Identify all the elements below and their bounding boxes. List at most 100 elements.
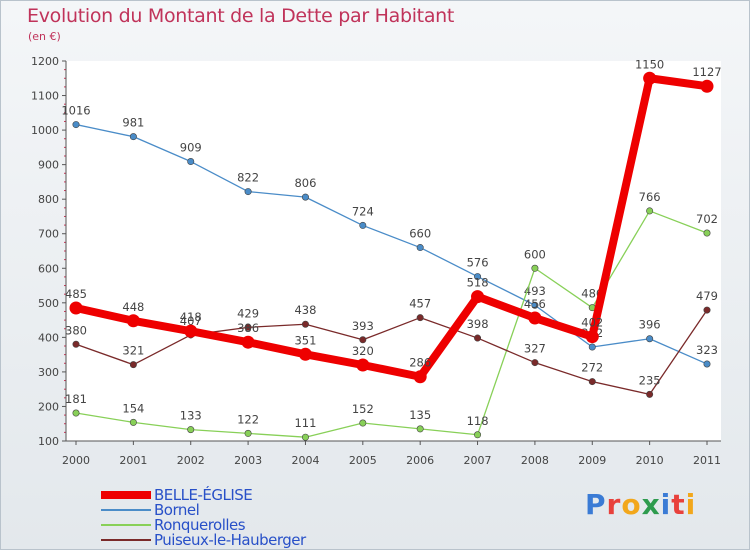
data-label: 485	[65, 287, 87, 301]
x-tick-label: 2006	[406, 454, 434, 467]
data-point	[129, 361, 137, 369]
data-label: 380	[65, 323, 87, 337]
data-label: 518	[467, 276, 489, 290]
y-tick-label: 300	[38, 366, 59, 379]
data-label: 393	[352, 319, 374, 333]
data-point	[585, 330, 599, 344]
data-point	[416, 314, 424, 322]
y-tick-label: 400	[38, 331, 59, 344]
proxiti-logo: Proxiti	[585, 488, 696, 521]
data-point	[531, 264, 539, 272]
data-point	[474, 431, 482, 439]
logo-letter: r	[606, 488, 622, 521]
data-point	[187, 158, 195, 166]
data-label: 122	[237, 412, 259, 426]
legend-label: Puiseux-le-Hauberger	[154, 531, 306, 549]
y-tick-label: 1100	[31, 90, 59, 103]
x-tick-label: 2011	[693, 454, 721, 467]
data-point	[413, 370, 427, 384]
data-label: 133	[180, 409, 202, 423]
data-label: 181	[65, 392, 87, 406]
data-label: 438	[294, 303, 316, 317]
legend-swatch	[101, 491, 151, 499]
data-label: 402	[581, 316, 603, 330]
series-line-3	[75, 309, 708, 396]
y-tick-label: 700	[38, 228, 59, 241]
data-point	[703, 360, 711, 368]
data-point	[359, 221, 367, 229]
data-point	[359, 419, 367, 427]
data-label: 429	[237, 306, 259, 320]
y-tick-label: 200	[38, 400, 59, 413]
x-tick-label: 2009	[578, 454, 606, 467]
data-label: 154	[122, 401, 144, 415]
data-label: 398	[467, 317, 489, 331]
x-tick-label: 2003	[234, 454, 262, 467]
series-line-1	[75, 123, 708, 365]
data-point	[129, 418, 137, 426]
data-label: 407	[180, 314, 202, 328]
x-tick-label: 2007	[464, 454, 492, 467]
data-label: 479	[696, 289, 718, 303]
data-point	[474, 334, 482, 342]
plot-area	[66, 61, 721, 441]
data-point	[298, 347, 312, 361]
legend-label: Ronquerolles	[154, 516, 246, 534]
data-label: 418	[180, 310, 202, 324]
logo-letter: i	[685, 488, 697, 521]
x-tick-label: 2001	[119, 454, 147, 467]
logo-letter: t	[671, 488, 686, 521]
x-tick-label: 2000	[62, 454, 90, 467]
data-point	[126, 314, 140, 328]
data-point	[359, 336, 367, 344]
data-label: 321	[122, 344, 144, 358]
data-point	[646, 335, 654, 343]
data-label: 135	[409, 408, 431, 422]
data-label: 457	[409, 297, 431, 311]
data-label: 386	[237, 321, 259, 335]
legend-swatch	[101, 509, 151, 511]
data-point	[646, 390, 654, 398]
x-tick-label: 2002	[177, 454, 205, 467]
data-label: 323	[696, 343, 718, 357]
logo-letter: P	[585, 488, 607, 521]
data-label: 909	[180, 141, 202, 155]
data-label: 448	[122, 300, 144, 314]
data-label: 493	[524, 284, 546, 298]
data-point	[69, 301, 83, 315]
logo-letter: x	[641, 488, 661, 521]
data-point	[301, 193, 309, 201]
chart-unit-label: (en €)	[28, 30, 61, 43]
y-tick-label: 1200	[31, 55, 59, 68]
chart-title: Evolution du Montant de la Dette par Hab…	[27, 5, 455, 27]
data-label: 981	[122, 116, 144, 130]
data-label: 600	[524, 247, 546, 261]
data-point	[700, 79, 714, 93]
data-label: 822	[237, 171, 259, 185]
data-point	[471, 290, 485, 304]
legend-swatch	[101, 524, 151, 526]
data-point	[187, 426, 195, 434]
data-label: 327	[524, 342, 546, 356]
logo-letter: i	[660, 488, 672, 521]
data-point	[416, 244, 424, 252]
data-label: 576	[467, 256, 489, 270]
x-tick-label: 2008	[521, 454, 549, 467]
data-label: 320	[352, 344, 374, 358]
data-point	[416, 425, 424, 433]
data-label: 702	[696, 212, 718, 226]
data-point	[356, 358, 370, 372]
data-label: 235	[639, 373, 661, 387]
y-tick-label: 600	[38, 262, 59, 275]
x-tick-label: 2005	[349, 454, 377, 467]
data-label: 286	[409, 356, 431, 370]
data-point	[474, 273, 482, 281]
x-tick-label: 2004	[291, 454, 319, 467]
data-label: 766	[639, 190, 661, 204]
data-point	[703, 306, 711, 314]
data-point	[531, 359, 539, 367]
data-point	[528, 311, 542, 325]
data-point	[241, 335, 255, 349]
data-point	[588, 343, 596, 351]
